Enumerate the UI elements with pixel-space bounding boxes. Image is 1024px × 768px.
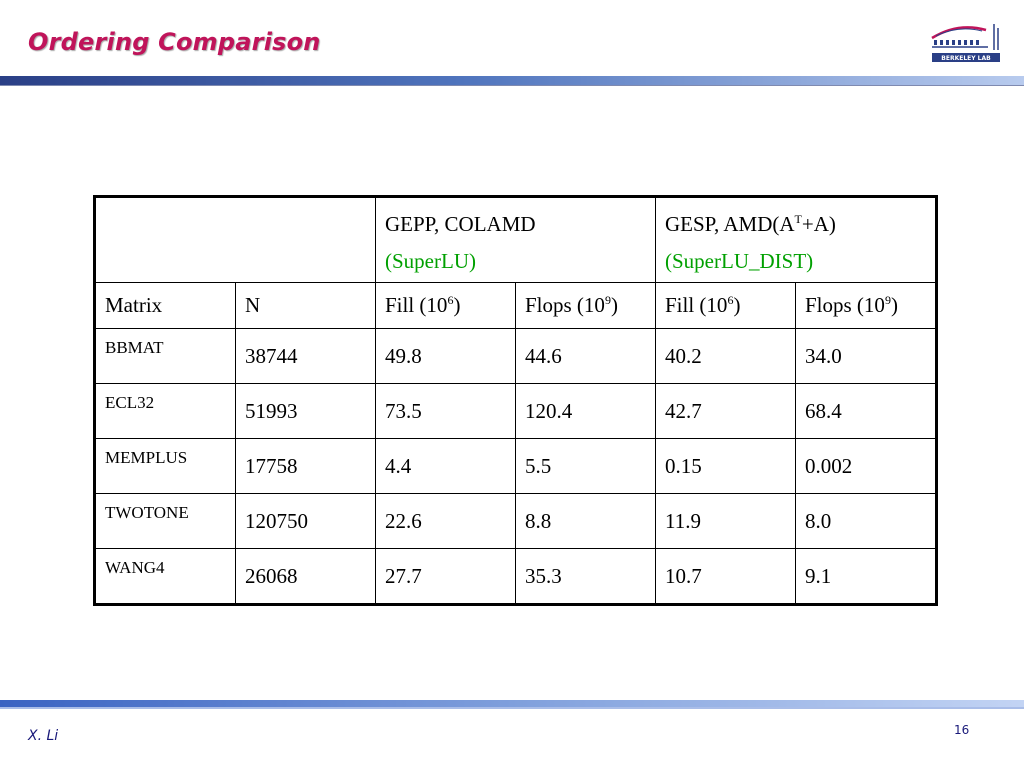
cell-n: 38744 bbox=[235, 328, 376, 384]
group-header-gesp: GESP, AMD(AT+A) (SuperLU_DIST) bbox=[655, 196, 937, 283]
group-header-gepp: GEPP, COLAMD (SuperLU) bbox=[375, 196, 656, 283]
cell-n: 120750 bbox=[235, 493, 376, 549]
cell-fill-superlu-dist: 0.15 bbox=[655, 438, 796, 494]
cell-flops-superlu-dist: 9.1 bbox=[795, 548, 937, 605]
cell-n: 51993 bbox=[235, 383, 376, 439]
col-header-flops-superlu-dist: Flops (109) bbox=[795, 282, 937, 329]
col-header-matrix: Matrix bbox=[94, 282, 236, 329]
group-header-gesp-line1-suffix: +A) bbox=[801, 212, 836, 236]
page-number: 16 bbox=[954, 723, 970, 737]
cell-flops-superlu-dist: 34.0 bbox=[795, 328, 937, 384]
cell-n: 17758 bbox=[235, 438, 376, 494]
group-header-gepp-line2: (SuperLU) bbox=[385, 249, 476, 273]
cell-fill-superlu-dist: 40.2 bbox=[655, 328, 796, 384]
table-group-header-row: GEPP, COLAMD (SuperLU) GESP, AMD(AT+A) (… bbox=[94, 196, 937, 283]
cell-matrix: BBMAT bbox=[94, 328, 236, 384]
cell-fill-superlu: 73.5 bbox=[375, 383, 516, 439]
group-header-gepp-line1: GEPP, COLAMD bbox=[385, 212, 536, 236]
table-corner-cell bbox=[94, 196, 376, 283]
logo-text: BERKELEY LAB bbox=[941, 55, 991, 62]
cell-matrix: MEMPLUS bbox=[94, 438, 236, 494]
table-column-header-row: Matrix N Fill (106) Flops (109) Fill (10… bbox=[94, 282, 937, 329]
col-header-n: N bbox=[235, 282, 376, 329]
ordering-comparison-table: GEPP, COLAMD (SuperLU) GESP, AMD(AT+A) (… bbox=[93, 195, 938, 606]
berkeley-lab-logo: BERKELEY LAB bbox=[931, 24, 1000, 62]
cell-flops-superlu: 120.4 bbox=[515, 383, 656, 439]
transpose-superscript: T bbox=[794, 212, 802, 226]
cell-fill-superlu-dist: 10.7 bbox=[655, 548, 796, 605]
cell-flops-superlu: 35.3 bbox=[515, 548, 656, 605]
cell-flops-superlu: 44.6 bbox=[515, 328, 656, 384]
cell-flops-superlu: 8.8 bbox=[515, 493, 656, 549]
cell-fill-superlu-dist: 11.9 bbox=[655, 493, 796, 549]
footer-band-line bbox=[0, 707, 1024, 709]
table-row: ECL32 51993 73.5 120.4 42.7 68.4 bbox=[94, 383, 937, 439]
cell-n: 26068 bbox=[235, 548, 376, 605]
cell-flops-superlu-dist: 0.002 bbox=[795, 438, 937, 494]
cell-matrix: WANG4 bbox=[94, 548, 236, 605]
cell-flops-superlu-dist: 8.0 bbox=[795, 493, 937, 549]
cell-fill-superlu: 27.7 bbox=[375, 548, 516, 605]
header-band bbox=[0, 76, 1024, 85]
table-row: TWOTONE 120750 22.6 8.8 11.9 8.0 bbox=[94, 493, 937, 549]
cell-fill-superlu: 4.4 bbox=[375, 438, 516, 494]
cell-flops-superlu-dist: 68.4 bbox=[795, 383, 937, 439]
col-header-fill-superlu-dist: Fill (106) bbox=[655, 282, 796, 329]
cell-matrix: TWOTONE bbox=[94, 493, 236, 549]
footer-band bbox=[0, 700, 1024, 707]
col-header-flops-superlu: Flops (109) bbox=[515, 282, 656, 329]
slide-title: Ordering Comparison bbox=[28, 28, 321, 56]
group-header-gesp-line2: (SuperLU_DIST) bbox=[665, 249, 814, 273]
cell-flops-superlu: 5.5 bbox=[515, 438, 656, 494]
cell-fill-superlu: 22.6 bbox=[375, 493, 516, 549]
cell-matrix: ECL32 bbox=[94, 383, 236, 439]
footer-author: X. Li bbox=[28, 728, 59, 744]
cell-fill-superlu: 49.8 bbox=[375, 328, 516, 384]
cell-fill-superlu-dist: 42.7 bbox=[655, 383, 796, 439]
header-band-line bbox=[0, 85, 1024, 86]
col-header-fill-superlu: Fill (106) bbox=[375, 282, 516, 329]
table-row: BBMAT 38744 49.8 44.6 40.2 34.0 bbox=[94, 328, 937, 384]
group-header-gesp-line1-prefix: GESP, AMD(A bbox=[665, 212, 795, 236]
table-row: WANG4 26068 27.7 35.3 10.7 9.1 bbox=[94, 548, 937, 605]
table-row: MEMPLUS 17758 4.4 5.5 0.15 0.002 bbox=[94, 438, 937, 494]
